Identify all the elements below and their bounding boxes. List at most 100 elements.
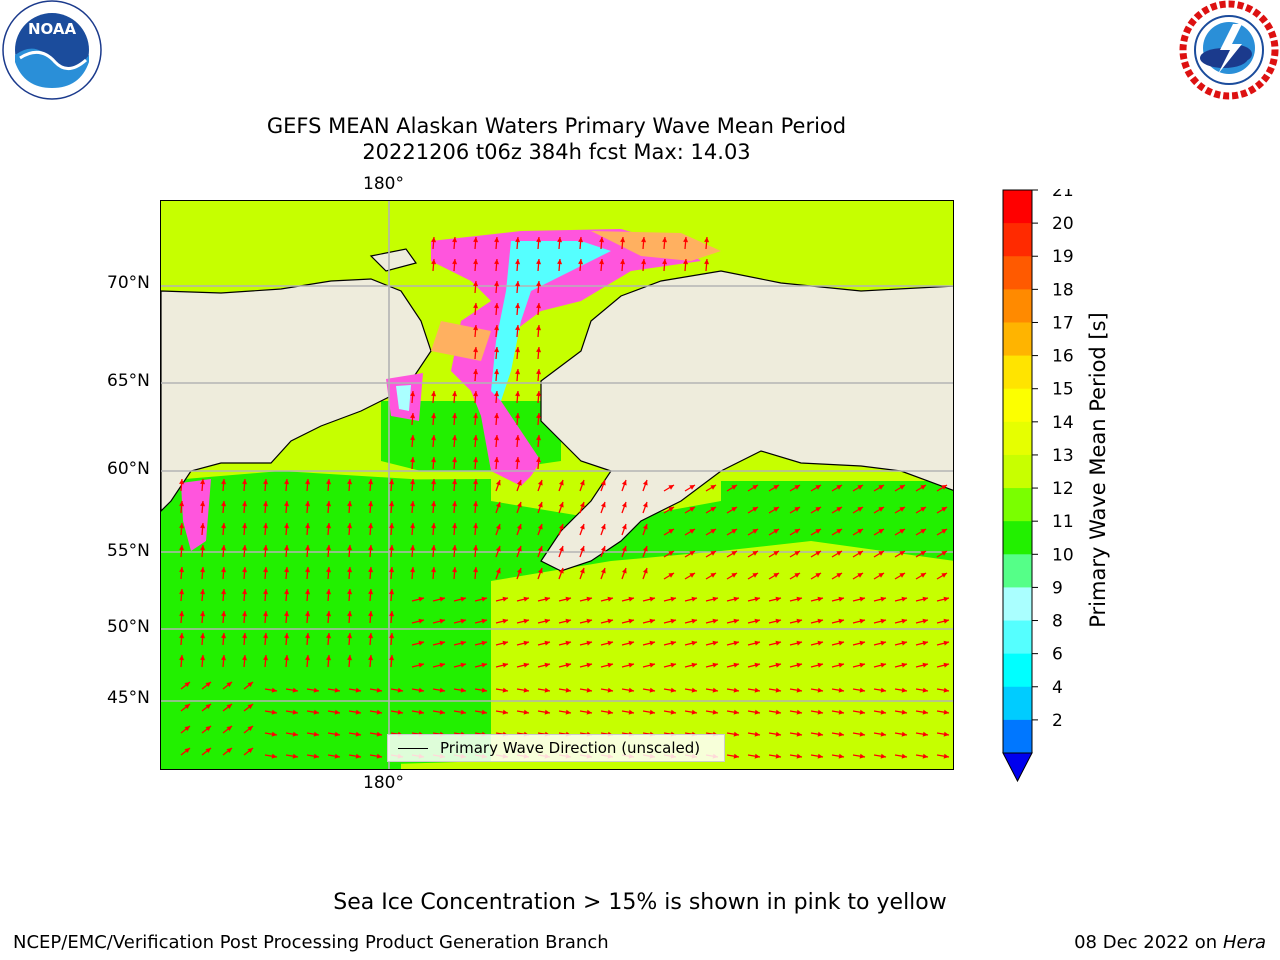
wave-arrow (789, 731, 803, 737)
wave-arrow (410, 390, 416, 404)
map-panel (160, 200, 954, 770)
colorbar-segment (1003, 322, 1032, 357)
wave-arrow (726, 618, 740, 624)
wave-arrow (810, 687, 824, 693)
wave-arrow (620, 258, 626, 272)
wave-arrow (452, 500, 458, 514)
wave-arrow (663, 550, 675, 558)
wave-arrow (810, 528, 822, 536)
wave-arrow (410, 500, 416, 514)
wave-arrow (305, 478, 311, 492)
wave-arrow (536, 368, 542, 382)
wave-arrow (431, 478, 437, 492)
wave-arrow (474, 596, 488, 602)
wave-arrow (473, 566, 479, 580)
wave-arrow (831, 687, 845, 693)
noaa-logo-text: NOAA (28, 20, 77, 38)
wave-arrow (831, 709, 845, 715)
wave-arrow (789, 596, 803, 602)
latitude-label-45n: 45°N (107, 688, 150, 708)
wave-arrow (579, 709, 593, 715)
wave-arrow (642, 596, 656, 602)
wave-arrow (579, 640, 593, 646)
wave-arrow (515, 346, 521, 360)
wave-arrow (557, 236, 563, 250)
land-alaska (540, 270, 953, 572)
wave-direction-arrows (179, 236, 950, 759)
latitude-label-55n: 55°N (107, 541, 150, 561)
chart-title: GEFS MEAN Alaskan Waters Primary Wave Me… (266, 114, 847, 138)
wave-arrow (810, 640, 824, 646)
wave-arrow (495, 479, 501, 492)
wave-arrow (894, 550, 906, 558)
wave-arrow (495, 501, 501, 514)
wave-arrow (242, 478, 248, 492)
wave-arrow (431, 412, 437, 426)
wave-arrow (368, 500, 374, 514)
wave-arrow (579, 596, 593, 602)
wave-arrow (305, 610, 311, 624)
wave-arrow (600, 709, 614, 715)
wave-arrow (558, 567, 564, 580)
noaa-logo: NOAA (0, 0, 104, 100)
wave-arrow (873, 618, 887, 624)
wave-arrow (579, 545, 585, 558)
wave-arrow (222, 703, 233, 712)
wave-arrow (368, 566, 374, 580)
colorbar-segment (1003, 421, 1032, 456)
wave-arrow (642, 545, 648, 558)
wave-arrow (284, 500, 290, 514)
wave-arrow (558, 618, 572, 624)
wave-arrow (495, 618, 509, 624)
wave-arrow (347, 632, 353, 646)
wave-arrow (452, 478, 458, 492)
wave-arrow (180, 703, 191, 712)
latitude-label-65n: 65°N (107, 371, 150, 391)
wave-arrow (789, 484, 801, 492)
wave-arrow (515, 302, 521, 316)
wave-arrow (326, 632, 332, 646)
wave-arrow (663, 506, 675, 514)
wave-arrow (431, 236, 437, 250)
wave-arrow (264, 753, 278, 759)
wave-arrow (831, 662, 845, 668)
wave-arrow (368, 632, 374, 646)
wave-arrow (789, 753, 803, 759)
wave-arrow (494, 324, 500, 338)
wave-arrow (452, 412, 458, 426)
footer-credit: NCEP/EMC/Verification Post Processing Pr… (13, 932, 609, 953)
wave-arrow (473, 368, 479, 382)
wave-arrow (180, 681, 191, 690)
wave-arrow (831, 550, 843, 558)
wave-arrow (873, 731, 887, 737)
wave-arrow (789, 687, 803, 693)
wave-arrow (432, 687, 446, 693)
wave-arrow (495, 687, 509, 693)
wave-arrow (557, 258, 563, 272)
wave-arrow (915, 662, 929, 668)
wave-arrow (873, 709, 887, 715)
wave-arrow (494, 368, 500, 382)
wave-arrow (810, 596, 824, 602)
colorbar-tick-label: 12 (1052, 479, 1074, 499)
wave-arrow (536, 412, 542, 426)
footer-host: Hera (1222, 932, 1266, 953)
wave-arrow (579, 618, 593, 624)
wave-arrow (536, 302, 542, 316)
wave-arrow (200, 632, 206, 646)
wave-arrow (894, 572, 906, 580)
wave-arrow (873, 687, 887, 693)
wave-arrow (452, 390, 458, 404)
wave-arrow (495, 523, 501, 536)
wave-arrow (263, 588, 269, 602)
wave-arrow (369, 753, 383, 759)
wave-arrow (621, 501, 627, 514)
wave-arrow (200, 544, 206, 558)
wave-arrow (348, 687, 362, 693)
wave-arrow (473, 456, 479, 470)
colorbar-under-extension (1002, 752, 1033, 783)
wave-arrow (327, 753, 341, 759)
wave-arrow (474, 640, 488, 646)
wave-arrow (831, 528, 843, 536)
wave-arrow (726, 572, 738, 580)
